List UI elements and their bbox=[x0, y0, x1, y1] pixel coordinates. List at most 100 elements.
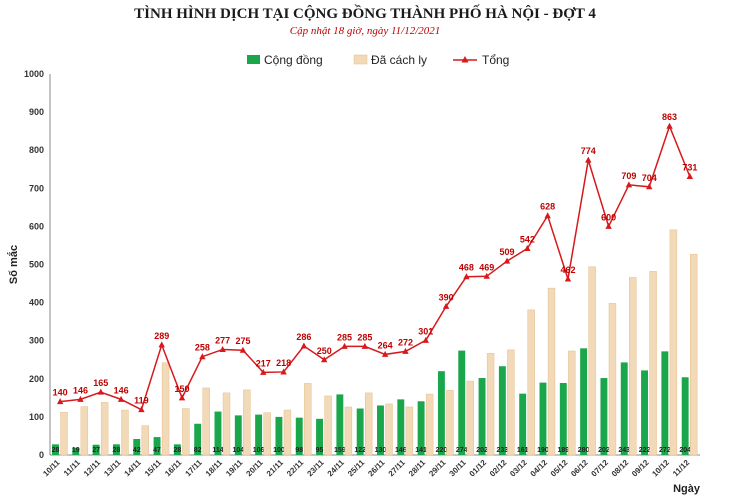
data-label-tong: 731 bbox=[682, 162, 697, 172]
bar-da-cach-ly bbox=[243, 389, 251, 456]
data-label-cong-dong: 42 bbox=[133, 447, 141, 454]
data-label-cong-dong: 122 bbox=[354, 447, 366, 454]
data-label-tong: 289 bbox=[154, 331, 169, 341]
bar-da-cach-ly bbox=[527, 309, 535, 456]
x-tick-label: 30/11 bbox=[448, 458, 469, 479]
bar-da-cach-ly bbox=[466, 380, 474, 456]
y-tick-label: 1000 bbox=[24, 69, 44, 79]
bar-cong-dong bbox=[356, 408, 364, 455]
x-tick-label: 16/11 bbox=[163, 458, 184, 479]
data-label-cong-dong: 159 bbox=[334, 447, 346, 454]
bar-cong-dong bbox=[153, 437, 161, 455]
x-tick-label: 14/11 bbox=[123, 458, 144, 479]
x-tick-label: 17/11 bbox=[184, 458, 205, 479]
y-tick-label: 300 bbox=[29, 336, 44, 346]
data-label-tong: 146 bbox=[73, 385, 88, 395]
x-tick-label: 22/11 bbox=[285, 458, 306, 479]
x-tick-label: 21/11 bbox=[265, 458, 286, 479]
bar-da-cach-ly bbox=[161, 362, 170, 456]
point-tong bbox=[646, 183, 653, 190]
x-tick-label: 23/11 bbox=[305, 458, 326, 479]
bar-da-cach-ly bbox=[283, 409, 292, 456]
point-tong bbox=[300, 342, 308, 349]
point-tong bbox=[442, 302, 450, 309]
data-label-tong: 709 bbox=[621, 171, 636, 181]
bar-cong-dong bbox=[255, 414, 263, 455]
data-label-tong: 390 bbox=[439, 292, 454, 302]
point-tong bbox=[77, 395, 84, 402]
data-label-cong-dong: 202 bbox=[598, 447, 610, 454]
data-label-cong-dong: 114 bbox=[212, 447, 223, 454]
bar-da-cach-ly bbox=[385, 403, 393, 456]
bar-cong-dong bbox=[112, 444, 120, 455]
bar-da-cach-ly bbox=[60, 412, 68, 456]
bar-da-cach-ly bbox=[263, 412, 271, 456]
bar-da-cach-ly bbox=[507, 349, 515, 456]
bar-cong-dong bbox=[133, 438, 141, 455]
point-tong bbox=[381, 350, 389, 357]
bar-da-cach-ly bbox=[425, 393, 434, 456]
data-label-tong: 146 bbox=[114, 385, 129, 395]
x-tick-label: 15/11 bbox=[143, 458, 164, 479]
bar-da-cach-ly bbox=[141, 425, 149, 456]
x-tick-label: 10/12 bbox=[650, 458, 671, 479]
data-label-cong-dong: 204 bbox=[679, 447, 691, 454]
data-label-tong: 250 bbox=[317, 346, 332, 356]
data-label-tong: 285 bbox=[357, 332, 372, 342]
x-tick-label: 05/12 bbox=[549, 458, 570, 479]
bar-da-cach-ly bbox=[324, 395, 332, 456]
point-tong bbox=[361, 342, 369, 349]
data-label-tong: 264 bbox=[378, 340, 393, 350]
point-tong bbox=[321, 356, 328, 363]
point-tong bbox=[341, 342, 348, 349]
y-tick-label: 0 bbox=[39, 450, 44, 460]
bar-cong-dong bbox=[600, 378, 608, 455]
data-label-cong-dong: 189 bbox=[557, 447, 569, 454]
bar-cong-dong bbox=[194, 423, 202, 455]
data-label-tong: 272 bbox=[398, 337, 413, 347]
y-tick-label: 100 bbox=[29, 412, 44, 422]
bar-cong-dong bbox=[234, 415, 242, 455]
data-label-cong-dong: 100 bbox=[273, 447, 285, 454]
bar-da-cach-ly bbox=[182, 408, 190, 456]
bar-cong-dong bbox=[173, 444, 181, 455]
data-label-tong: 150 bbox=[175, 384, 190, 394]
bar-da-cach-ly bbox=[690, 253, 698, 456]
data-label-tong: 600 bbox=[601, 212, 616, 222]
data-label-tong: 301 bbox=[418, 326, 433, 336]
chart-title: TÌNH HÌNH DỊCH TẠI CỘNG ĐỒNG THÀNH PHỐ H… bbox=[134, 6, 596, 22]
legend-label-da-cach-ly: Đã cách ly bbox=[371, 53, 427, 67]
x-tick-label: 09/12 bbox=[630, 458, 651, 479]
bar-da-cach-ly bbox=[446, 389, 454, 456]
point-tong bbox=[544, 212, 551, 219]
data-label-cong-dong: 141 bbox=[415, 447, 427, 454]
bar-da-cach-ly bbox=[405, 406, 414, 456]
y-tick-label: 200 bbox=[29, 374, 44, 384]
data-label-cong-dong: 130 bbox=[375, 447, 387, 454]
data-label-cong-dong: 106 bbox=[253, 447, 265, 454]
data-label-tong: 462 bbox=[560, 265, 575, 275]
bar-da-cach-ly bbox=[202, 387, 210, 456]
point-tong bbox=[117, 395, 125, 402]
data-label-cong-dong: 28 bbox=[173, 447, 181, 454]
x-tick-label: 02/12 bbox=[488, 458, 509, 479]
x-tick-label: 13/11 bbox=[102, 458, 123, 479]
bar-cong-dong bbox=[417, 401, 425, 455]
data-label-tong: 275 bbox=[235, 336, 250, 346]
data-label-tong: 286 bbox=[296, 332, 311, 342]
data-label-cong-dong: 190 bbox=[537, 447, 549, 454]
bar-da-cach-ly bbox=[365, 392, 373, 456]
point-tong bbox=[97, 388, 104, 395]
data-label-cong-dong: 274 bbox=[456, 447, 468, 454]
x-axis-title: Ngày bbox=[673, 483, 701, 495]
data-label-cong-dong: 98 bbox=[295, 447, 303, 454]
x-tick-label: 24/11 bbox=[326, 458, 347, 479]
point-tong bbox=[605, 222, 612, 229]
bar-cong-dong bbox=[52, 444, 59, 455]
bar-da-cach-ly bbox=[100, 402, 109, 456]
point-tong bbox=[422, 336, 429, 343]
point-tong bbox=[199, 353, 206, 360]
data-label-cong-dong: 104 bbox=[232, 447, 244, 454]
